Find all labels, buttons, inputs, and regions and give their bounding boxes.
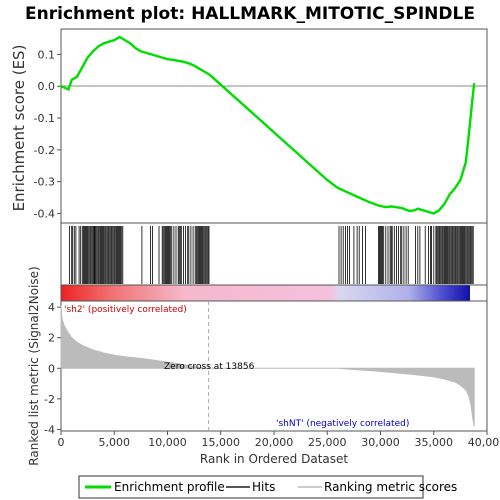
legend-enrichment-label: Enrichment profile xyxy=(114,480,225,494)
gradient-band xyxy=(61,285,470,301)
x-tick-label: 35,000 xyxy=(415,436,454,449)
chart-title: Enrichment plot: HALLMARK_MITOTIC_SPINDL… xyxy=(25,4,475,24)
top-y-axis: 0.1 0.0 -0.1 -0.2 -0.3 -0.4 xyxy=(34,48,61,220)
top-y-tick-label: -0.4 xyxy=(34,207,55,220)
x-tick-label: 30,000 xyxy=(361,436,400,449)
x-tick-label: 25,000 xyxy=(308,436,347,449)
metric-panel: 4 2 0 -2 -4 'sh2' (positively correlated) Ze… xyxy=(27,266,488,466)
legend-metric-label: Ranking metric scores xyxy=(324,480,457,494)
ranking-gradient-band xyxy=(60,284,488,302)
gradient-band-tail xyxy=(470,285,487,301)
x-tick-label: 10,000 xyxy=(148,436,187,449)
top-y-axis-label: Enrichment score (ES) xyxy=(10,45,28,212)
bottom-y-tick-label: -2 xyxy=(44,393,55,406)
zero-cross-label: Zero cross at 13856 xyxy=(164,362,255,372)
bottom-y-axis: 4 2 0 -2 -4 xyxy=(44,301,61,436)
x-axis-label: Rank in Ordered Dataset xyxy=(200,452,348,466)
legend-hits-label: Hits xyxy=(252,480,275,494)
ranking-metric-area xyxy=(60,305,475,427)
positive-label: 'sh2' (positively correlated) xyxy=(64,305,187,315)
enrichment-profile-line xyxy=(60,35,476,215)
negative-label: 'shNT' (negatively correlated) xyxy=(276,419,409,429)
hit-marks xyxy=(69,226,474,284)
hits-panel-frame xyxy=(60,222,488,286)
bottom-y-tick-label: 4 xyxy=(48,301,55,314)
top-y-tick-label: 0.1 xyxy=(38,48,56,61)
legend-box xyxy=(78,475,424,499)
bottom-y-tick-label: 2 xyxy=(48,332,55,345)
enrichment-panel-frame xyxy=(60,28,488,224)
x-tick-label: 40,000 xyxy=(468,436,500,449)
legend: Enrichment profile Hits Ranking metric s… xyxy=(78,475,457,499)
bottom-y-axis-label: Ranked list metric (Signal2Noise) xyxy=(27,266,41,465)
x-tick-label: 5,000 xyxy=(99,436,131,449)
hits-panel xyxy=(60,222,488,286)
x-tick-label: 0 xyxy=(58,436,65,449)
top-y-tick-label: -0.3 xyxy=(34,176,55,189)
x-tick-label: 15,000 xyxy=(202,436,241,449)
x-axis: 0 5,000 10,000 15,000 20,000 25,000 30,000 35,0… xyxy=(58,431,500,449)
bottom-y-tick-label: -4 xyxy=(44,423,55,436)
top-y-tick-label: -0.1 xyxy=(34,112,55,125)
top-y-tick-label: -0.2 xyxy=(34,144,55,157)
x-tick-label: 20,000 xyxy=(255,436,294,449)
bottom-y-tick-label: 0 xyxy=(48,362,55,375)
top-y-tick-label: 0.0 xyxy=(38,80,56,93)
enrichment-panel: 0.1 0.0 -0.1 -0.2 -0.3 -0.4 Enrichment score … xyxy=(10,28,488,224)
